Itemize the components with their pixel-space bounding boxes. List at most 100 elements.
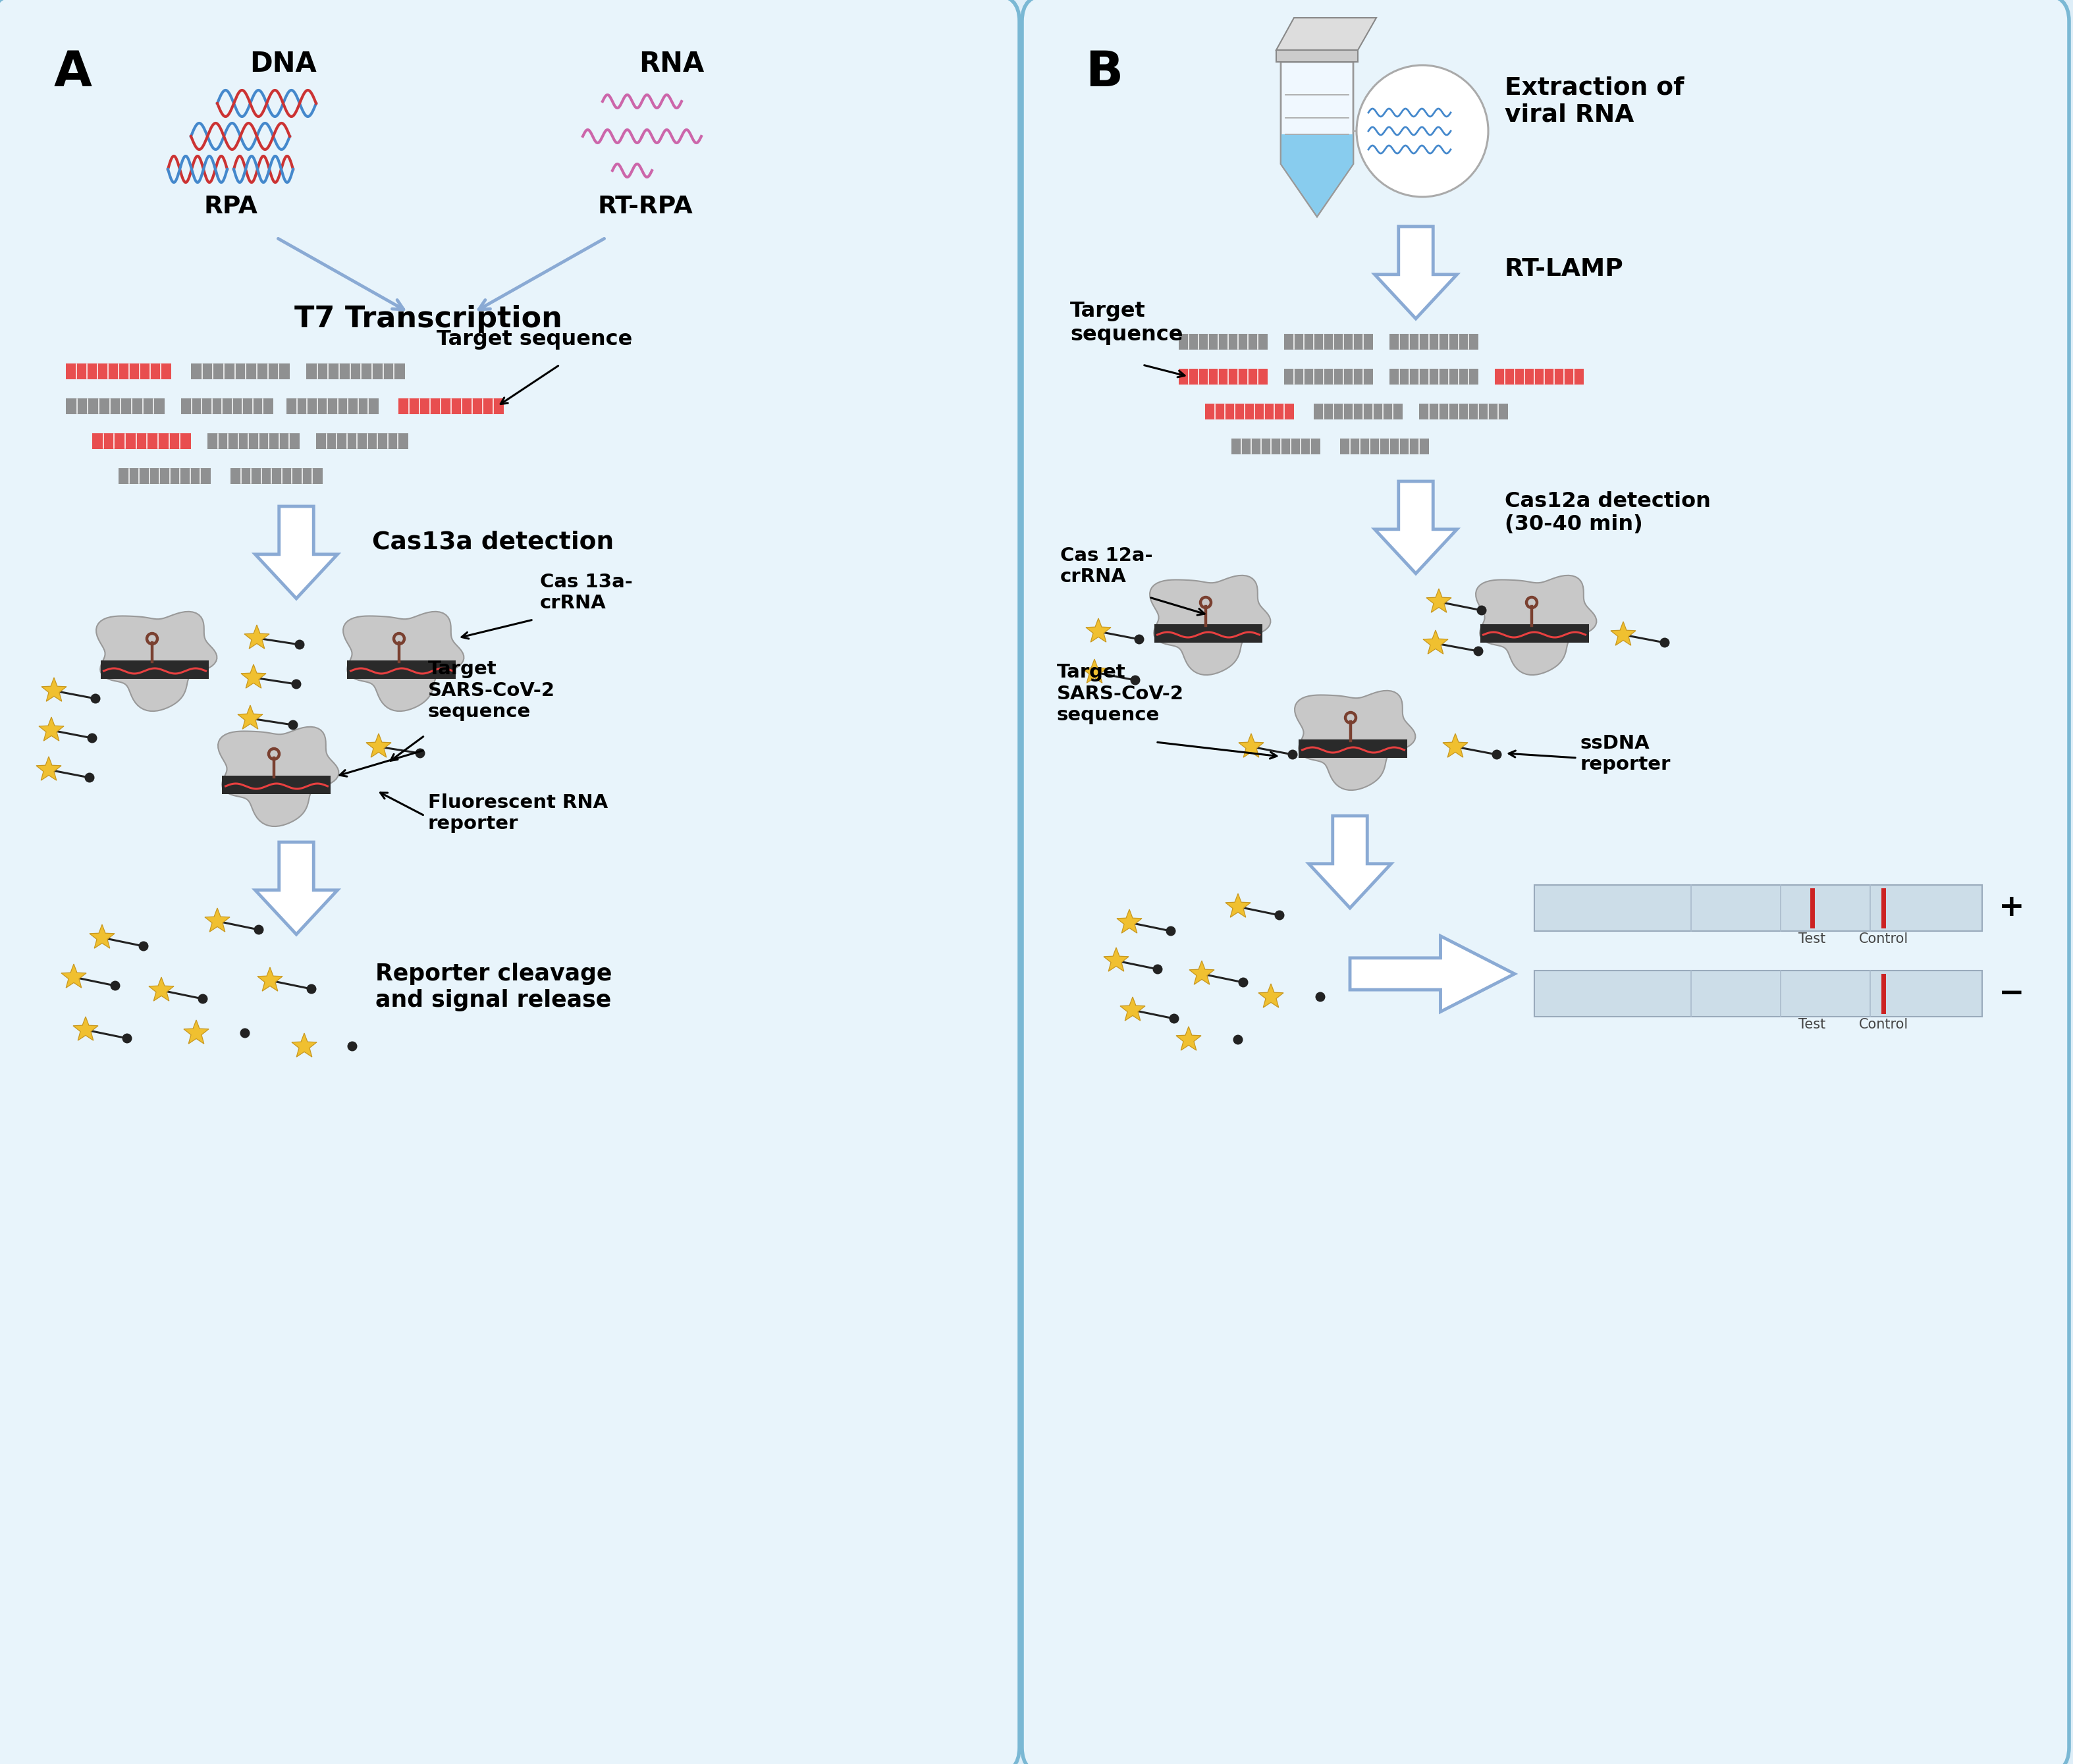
Text: −: − (1998, 979, 2025, 1009)
Text: Cas13a detection: Cas13a detection (371, 531, 614, 554)
Polygon shape (35, 757, 62, 780)
Text: Control: Control (1859, 1018, 1909, 1032)
Polygon shape (95, 612, 218, 711)
Bar (100, 660, 209, 679)
Circle shape (197, 993, 207, 1004)
FancyBboxPatch shape (1022, 0, 2069, 1764)
Circle shape (1165, 926, 1175, 937)
Circle shape (348, 1041, 357, 1051)
Polygon shape (1190, 961, 1215, 984)
Circle shape (1287, 750, 1298, 760)
Polygon shape (1082, 660, 1107, 683)
Polygon shape (1443, 734, 1468, 757)
Bar (1283, 369, 1372, 385)
Polygon shape (1103, 947, 1128, 972)
Bar (1155, 624, 1262, 642)
Polygon shape (205, 908, 230, 931)
Circle shape (1476, 605, 1486, 616)
Circle shape (1275, 910, 1285, 921)
Text: Target
SARS-CoV-2
sequence: Target SARS-CoV-2 sequence (427, 660, 556, 721)
Bar (1231, 439, 1321, 455)
FancyBboxPatch shape (0, 0, 1020, 1764)
Bar (230, 467, 323, 483)
Circle shape (85, 773, 95, 783)
Polygon shape (1350, 937, 1515, 1013)
Circle shape (87, 734, 97, 743)
Text: Extraction of
viral RNA: Extraction of viral RNA (1505, 76, 1683, 127)
Circle shape (110, 981, 120, 991)
Bar (1339, 439, 1428, 455)
Bar (398, 399, 504, 415)
Circle shape (1660, 639, 1669, 647)
Text: Cas12a detection
(30-40 min): Cas12a detection (30-40 min) (1505, 490, 1710, 534)
Bar (222, 776, 332, 794)
Polygon shape (1119, 997, 1144, 1021)
Circle shape (292, 679, 301, 690)
Polygon shape (1296, 690, 1416, 790)
Polygon shape (292, 1034, 317, 1057)
Circle shape (1130, 676, 1140, 684)
Bar (1495, 369, 1584, 385)
Bar (1534, 886, 1982, 931)
Bar (1300, 739, 1408, 759)
Text: DNA: DNA (249, 49, 317, 78)
Polygon shape (1240, 734, 1265, 757)
Bar (1180, 333, 1267, 349)
Bar (315, 434, 408, 450)
Bar (1389, 333, 1478, 349)
Bar (1420, 404, 1507, 420)
Polygon shape (1277, 18, 1376, 49)
Text: Target
SARS-CoV-2
sequence: Target SARS-CoV-2 sequence (1057, 663, 1184, 725)
Text: Test: Test (1799, 1018, 1826, 1032)
Circle shape (1356, 65, 1488, 198)
Circle shape (122, 1034, 133, 1043)
Text: Target
sequence: Target sequence (1070, 302, 1184, 346)
Polygon shape (1086, 619, 1111, 642)
Polygon shape (1374, 482, 1457, 573)
Polygon shape (257, 967, 282, 991)
Bar (1480, 624, 1588, 642)
Bar (191, 363, 290, 379)
Bar (66, 363, 172, 379)
Circle shape (1474, 646, 1484, 656)
Bar (348, 660, 456, 679)
Polygon shape (1117, 908, 1142, 933)
Polygon shape (1308, 815, 1391, 908)
Polygon shape (344, 612, 464, 711)
Circle shape (1238, 977, 1248, 988)
Polygon shape (1281, 62, 1354, 217)
Bar (307, 363, 404, 379)
Polygon shape (1422, 630, 1449, 654)
Circle shape (1134, 635, 1144, 644)
Polygon shape (255, 506, 338, 598)
Circle shape (91, 693, 100, 704)
Text: Cas 13a-
crRNA: Cas 13a- crRNA (539, 573, 632, 612)
Text: Control: Control (1859, 933, 1909, 946)
Text: ssDNA
reporter: ssDNA reporter (1580, 734, 1671, 774)
Polygon shape (1426, 589, 1451, 612)
Polygon shape (41, 677, 66, 702)
Polygon shape (184, 1020, 209, 1044)
Bar (286, 399, 379, 415)
Bar (91, 434, 191, 450)
Text: B: B (1086, 49, 1124, 97)
Bar (1204, 404, 1294, 420)
Circle shape (1153, 965, 1163, 974)
Text: Test: Test (1799, 933, 1826, 946)
Bar (1314, 404, 1403, 420)
Text: +: + (1998, 893, 2025, 923)
Bar (1180, 369, 1267, 385)
Polygon shape (73, 1016, 97, 1041)
Text: RNA: RNA (638, 49, 705, 78)
Polygon shape (240, 665, 265, 688)
Text: RT-RPA: RT-RPA (597, 194, 692, 219)
Polygon shape (1374, 226, 1457, 319)
Text: T7 Transcription: T7 Transcription (294, 305, 562, 333)
Text: A: A (54, 49, 91, 97)
Circle shape (253, 924, 263, 935)
Bar (207, 434, 301, 450)
Polygon shape (1225, 894, 1250, 917)
Text: Target sequence: Target sequence (437, 330, 632, 349)
Bar (1277, 49, 1358, 62)
Polygon shape (367, 734, 392, 757)
